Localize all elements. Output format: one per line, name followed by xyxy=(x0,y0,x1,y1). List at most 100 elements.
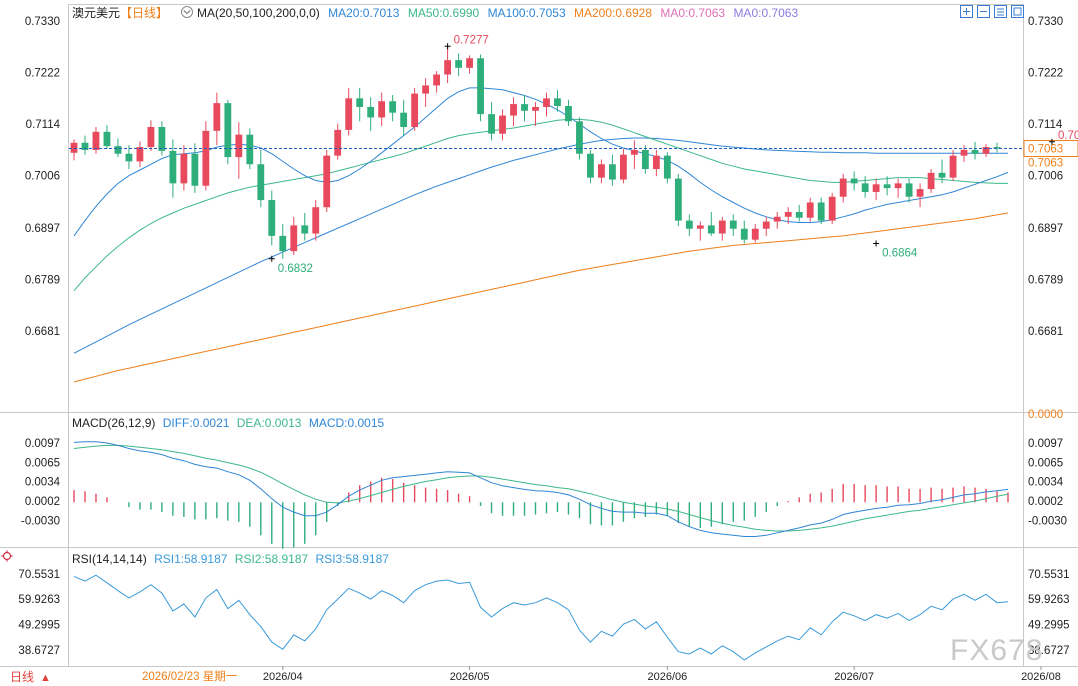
candle xyxy=(674,173,682,227)
y-tick-label-right: 0.7006 xyxy=(1028,171,1063,183)
macd-def: MACD(26,12,9) xyxy=(72,416,155,430)
candle xyxy=(488,102,495,141)
main-legend: 澳元美元【日线】 xyxy=(72,6,168,20)
candle-body xyxy=(224,103,232,158)
period-button[interactable]: 日线 ▲ xyxy=(10,670,51,684)
legend-collapse-icon[interactable] xyxy=(181,6,193,18)
candle-body xyxy=(444,60,452,75)
candle xyxy=(652,149,660,177)
candle-body xyxy=(268,200,276,236)
candle xyxy=(795,204,803,222)
candle-body xyxy=(455,60,462,68)
candle-body xyxy=(279,235,287,252)
candle xyxy=(455,53,462,76)
rsi-panel: 70.5531 70.5531 59.9263 59.9263 49.2995 49.29… xyxy=(18,569,1070,661)
y-tick-label-right: 0.0000 xyxy=(1028,409,1063,421)
candle xyxy=(762,216,770,236)
y-tick-label-right: 0.7330 xyxy=(1028,16,1063,28)
candle xyxy=(916,183,924,208)
ma-def: MA(20,50,100,200,0,0) xyxy=(197,6,320,20)
candle-body xyxy=(894,183,902,189)
candle-body xyxy=(114,146,122,154)
annotation-low: 0.6864 xyxy=(873,240,918,260)
candle-body xyxy=(389,101,397,113)
candle xyxy=(565,99,572,127)
candle-body xyxy=(92,131,100,150)
macd-y-tick-right: -0.0030 xyxy=(1028,516,1067,528)
y-tick-label-left: 0.6789 xyxy=(25,274,60,286)
candle-body xyxy=(773,216,781,222)
candle xyxy=(960,145,968,162)
candle xyxy=(663,152,671,184)
zoom-in-icon[interactable] xyxy=(960,5,973,18)
x-tick-label: 2026/07 xyxy=(834,671,874,683)
period-button-label: 日线 xyxy=(10,670,34,684)
y-tick-label-left: 0.6681 xyxy=(25,326,60,338)
candle xyxy=(477,54,484,122)
candle xyxy=(740,220,748,244)
candle xyxy=(850,171,858,191)
candle-body xyxy=(136,147,144,162)
candle-body xyxy=(213,103,221,131)
candle xyxy=(828,192,836,224)
x-tick-label: 2026/08 xyxy=(1021,671,1061,683)
rsi3-value: RSI3:58.9187 xyxy=(316,552,390,566)
candle-body xyxy=(433,74,441,86)
time-axis: 2026/04 2026/05 2026/06 2026/07 2026/08 xyxy=(263,666,1061,683)
rsi-y-tick-right: 38.6727 xyxy=(1028,645,1070,657)
candle-body xyxy=(356,98,364,107)
candle xyxy=(389,95,397,122)
candle xyxy=(630,140,638,170)
macd-y-tick-left: 0.0034 xyxy=(25,477,61,489)
candle-body xyxy=(70,142,78,153)
candle xyxy=(114,138,122,158)
ma200-value: MA200:0.6928 xyxy=(574,6,652,20)
candle xyxy=(400,99,408,136)
candle-body xyxy=(147,127,155,148)
candle-body xyxy=(960,149,968,156)
candle xyxy=(312,200,320,241)
candle xyxy=(861,176,869,198)
candle-body xyxy=(707,225,715,234)
candle xyxy=(576,117,583,160)
candle xyxy=(81,135,89,155)
candle-body xyxy=(565,105,572,122)
candle-body xyxy=(103,131,111,147)
annotation-marker xyxy=(1048,138,1055,145)
layout-icon[interactable] xyxy=(994,5,1007,18)
y-tick-label-left: 0.7006 xyxy=(25,171,60,183)
candle-body xyxy=(784,212,792,217)
annotation-marker xyxy=(873,240,880,247)
ma-legend: MA(20,50,100,200,0,0) MA20:0.7013 MA50:0… xyxy=(197,6,798,20)
candle-body xyxy=(510,104,517,116)
candle xyxy=(422,78,430,107)
macd-y-tick-right: 0.0065 xyxy=(1028,458,1063,470)
candle xyxy=(587,149,594,184)
candle xyxy=(982,144,990,158)
candle-body xyxy=(477,58,484,115)
x-tick-label: 2026/05 xyxy=(450,671,490,683)
y-tick-label-right: 0.6789 xyxy=(1028,274,1063,286)
candle xyxy=(235,122,243,179)
candle xyxy=(619,148,627,184)
candle-body xyxy=(718,220,726,234)
candle xyxy=(872,178,880,201)
zoom-out-icon[interactable] xyxy=(977,5,990,18)
rsi-y-tick-right: 49.2995 xyxy=(1028,620,1070,632)
rsi-settings-icon[interactable] xyxy=(1,550,13,562)
macd-panel: 0.0097 0.0097 0.0065 0.0065 0.0034 0.0034 0.00… xyxy=(21,438,1067,549)
candle-body xyxy=(993,147,1001,149)
fullscreen-icon[interactable] xyxy=(1011,5,1024,18)
candle xyxy=(378,92,386,127)
candle-body xyxy=(125,153,133,162)
candle xyxy=(685,214,693,236)
rsi-legend: RSI(14,14,14) RSI1:58.9187 RSI2:58.9187 … xyxy=(72,552,389,566)
candle-body xyxy=(422,85,430,94)
candle-body xyxy=(235,134,243,158)
candle-body xyxy=(982,147,990,154)
candle-body xyxy=(158,127,166,151)
last-price-tag: 0.7063 0.7063 xyxy=(1023,139,1078,169)
macd-y-tick-right: 0.0097 xyxy=(1028,438,1063,450)
macd-diff-line xyxy=(73,441,1009,537)
candle xyxy=(718,216,726,241)
